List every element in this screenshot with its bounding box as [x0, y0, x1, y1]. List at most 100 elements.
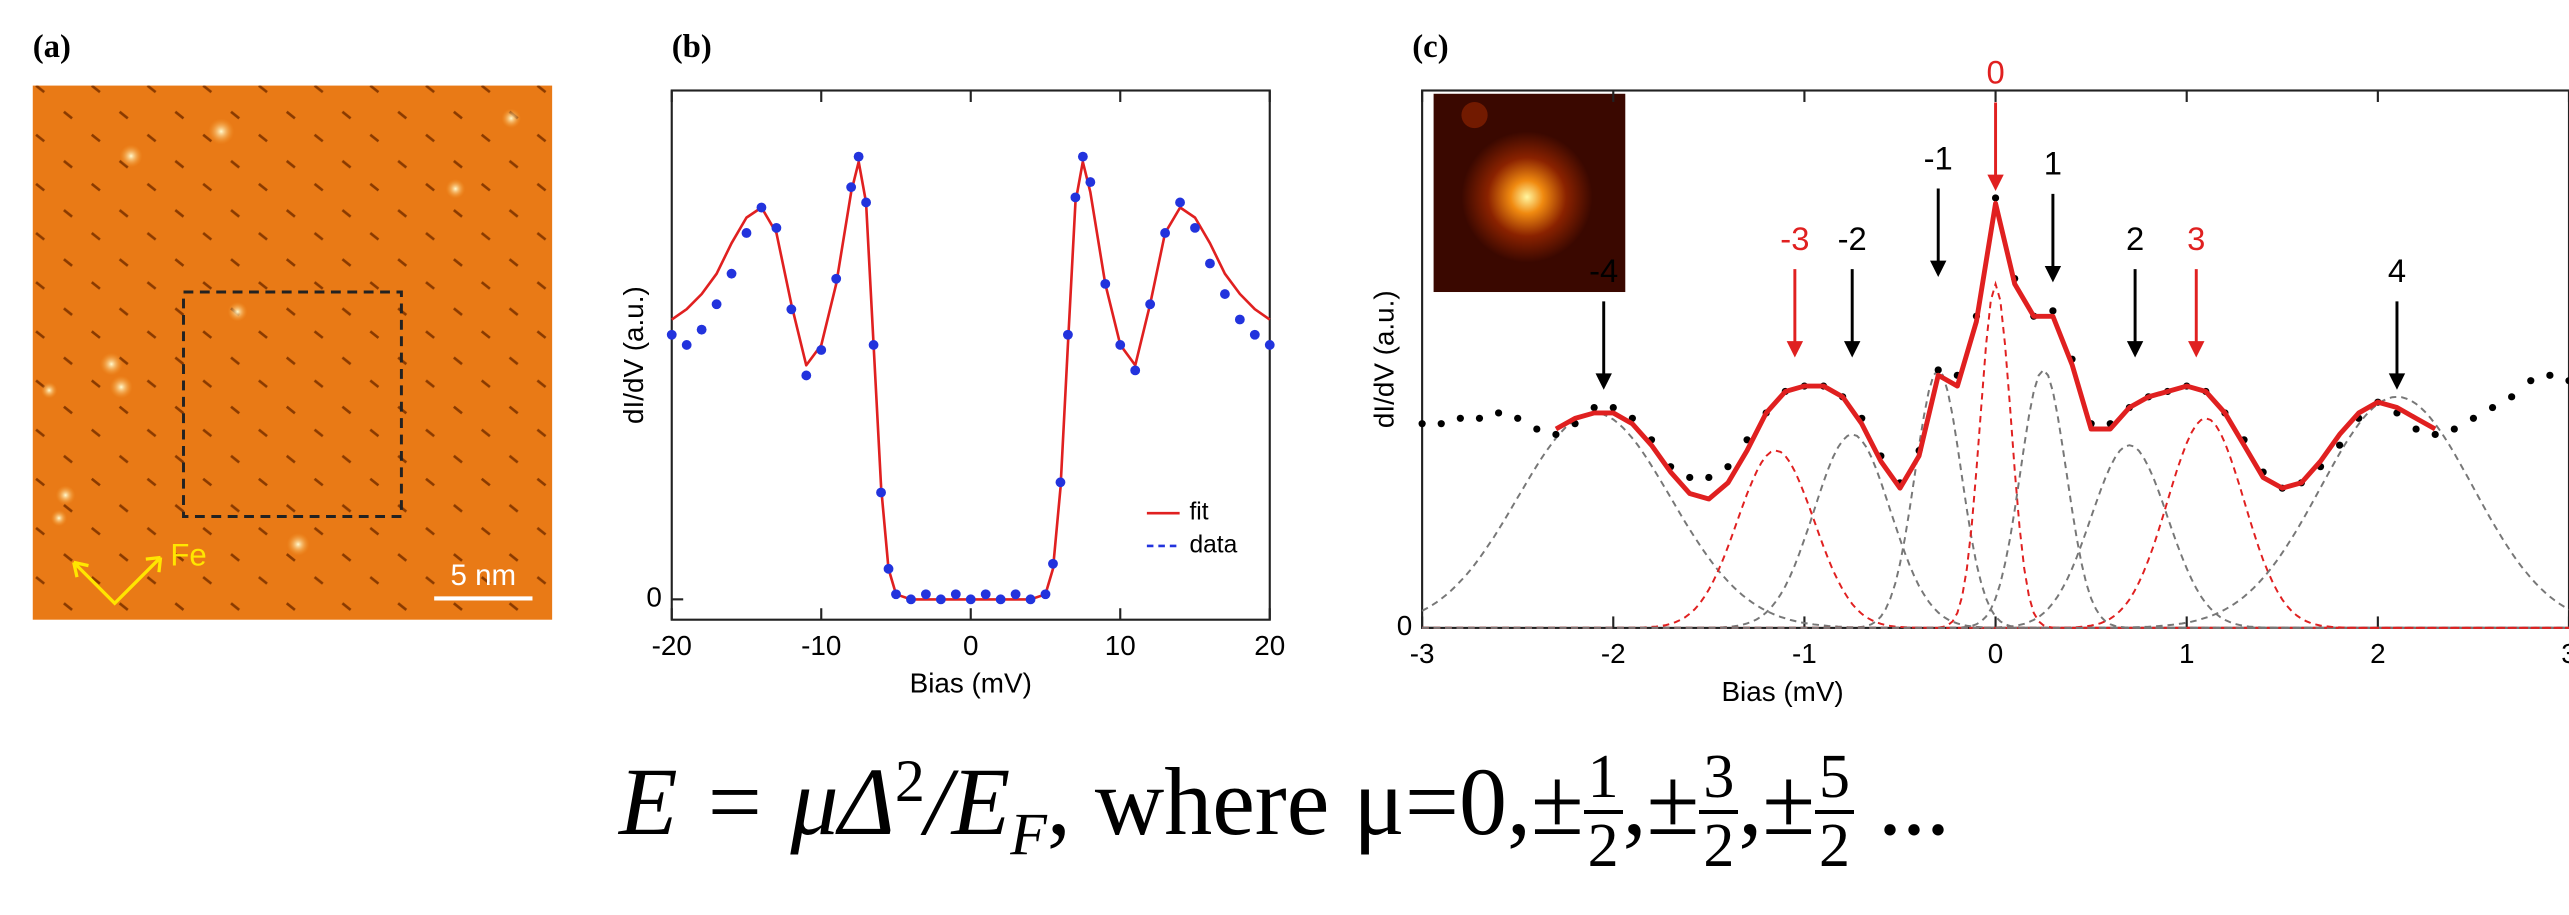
eq-denominator: 2: [1587, 812, 1619, 881]
data-point: [883, 563, 894, 574]
x-tick-label: 10: [1105, 630, 1136, 661]
x-tick-label: -1: [1792, 638, 1817, 669]
annotation-label: 0: [1986, 53, 2004, 90]
data-point: [1234, 314, 1245, 325]
eq-separator: ,: [1622, 748, 1647, 856]
arrow-head: [1786, 341, 1804, 358]
data-point: [846, 182, 857, 193]
annotation-label: 2: [2126, 220, 2144, 257]
data-point: [741, 228, 752, 238]
data-point: [861, 197, 872, 208]
eq-sign: ±: [1530, 748, 1584, 856]
data-point: [1934, 366, 1942, 374]
x-tick-label: -20: [652, 630, 692, 661]
data-point: [1514, 414, 1522, 422]
arrow-head: [1987, 174, 2004, 191]
data-point: [965, 594, 976, 605]
data-point: [1219, 289, 1230, 299]
data-point: [666, 329, 677, 340]
component-peak: [1422, 449, 2569, 629]
stm-image: [32, 85, 553, 620]
fit-line: [1554, 200, 2437, 502]
annotation-label: -1: [1924, 139, 1953, 176]
eq-text: /E: [924, 748, 1011, 856]
data-point: [831, 273, 842, 284]
x-tick-label: 1: [2179, 638, 2195, 669]
data-point: [771, 222, 782, 233]
data-point: [1456, 414, 1464, 422]
x-tick-label: -3: [1410, 638, 1435, 669]
plot-frame: [670, 89, 1271, 621]
x-tick-label: -2: [1601, 638, 1626, 669]
data-point: [2450, 425, 2458, 433]
data-point: [711, 299, 722, 310]
data-point: [1048, 558, 1058, 569]
data-point: [868, 340, 879, 350]
annotation-label: 1: [2044, 145, 2062, 182]
eq-numerator: 3: [1699, 744, 1739, 815]
annotation-label: -4: [1589, 252, 1618, 289]
scale-bar-label: 5 nm: [451, 559, 517, 592]
data-point: [2336, 441, 2344, 449]
data-point: [2049, 307, 2057, 315]
data-point: [1040, 589, 1051, 600]
annotation-label: 4: [2388, 252, 2406, 289]
x-tick-label: 0: [1988, 638, 2004, 669]
eq-denominator: 2: [1703, 812, 1735, 881]
data-point: [950, 589, 961, 600]
data-point: [1100, 278, 1111, 289]
x-tick-label: 3: [2561, 638, 2569, 669]
arrow-head: [1930, 260, 1947, 277]
data-point: [980, 589, 991, 600]
data-point: [2488, 403, 2497, 412]
arrow-head: [2388, 373, 2406, 390]
component-peak: [1422, 395, 2569, 629]
panel-label: (c): [1412, 29, 1448, 65]
eq-power: 2: [894, 748, 925, 815]
x-axis-label: Bias (mV): [910, 668, 1032, 699]
legend-label: fit: [1189, 499, 1208, 526]
data-point: [1055, 477, 1066, 488]
arrow-head: [2126, 341, 2144, 358]
data-point: [1070, 192, 1081, 203]
data-point: [2469, 414, 2478, 422]
arrow-head: [2044, 265, 2062, 283]
inset-image: [1433, 93, 1626, 293]
data-point: [816, 345, 827, 355]
panel-label: (a): [33, 29, 71, 65]
data-point: [786, 304, 797, 315]
annotation-label: -3: [1780, 220, 1809, 257]
eq-sign: ±: [1646, 748, 1700, 856]
data-point: [1249, 329, 1260, 340]
data-point: [1115, 340, 1126, 350]
data-point: [1175, 197, 1185, 208]
y-tick-label: 0: [646, 582, 662, 613]
data-point: [696, 324, 707, 335]
data-point: [906, 594, 916, 605]
data-point: [2508, 393, 2516, 401]
data-point: [2527, 377, 2535, 385]
data-point: [1991, 194, 2000, 202]
annotation-label: -2: [1838, 220, 1867, 257]
data-point: [1145, 299, 1156, 310]
component-peak: [1422, 280, 2569, 629]
eq-denominator: 2: [1819, 812, 1851, 881]
y-axis-label: dI/dV (a.u.): [1368, 290, 1399, 428]
eq-text: , where μ=0,: [1046, 748, 1531, 856]
data-point: [1085, 177, 1096, 188]
data-point: [1590, 403, 1598, 412]
eq-text: ...: [1854, 748, 1951, 856]
eq-separator: ,: [1738, 748, 1763, 856]
data-point: [1533, 425, 1541, 433]
y-axis-label: dI/dV (a.u.): [618, 286, 649, 424]
data-point: [1160, 228, 1171, 238]
data-point: [891, 589, 901, 600]
data-point: [2431, 430, 2439, 439]
data-point: [801, 370, 812, 381]
eq-text: E = μΔ: [618, 748, 895, 856]
data-point: [1705, 473, 1713, 482]
